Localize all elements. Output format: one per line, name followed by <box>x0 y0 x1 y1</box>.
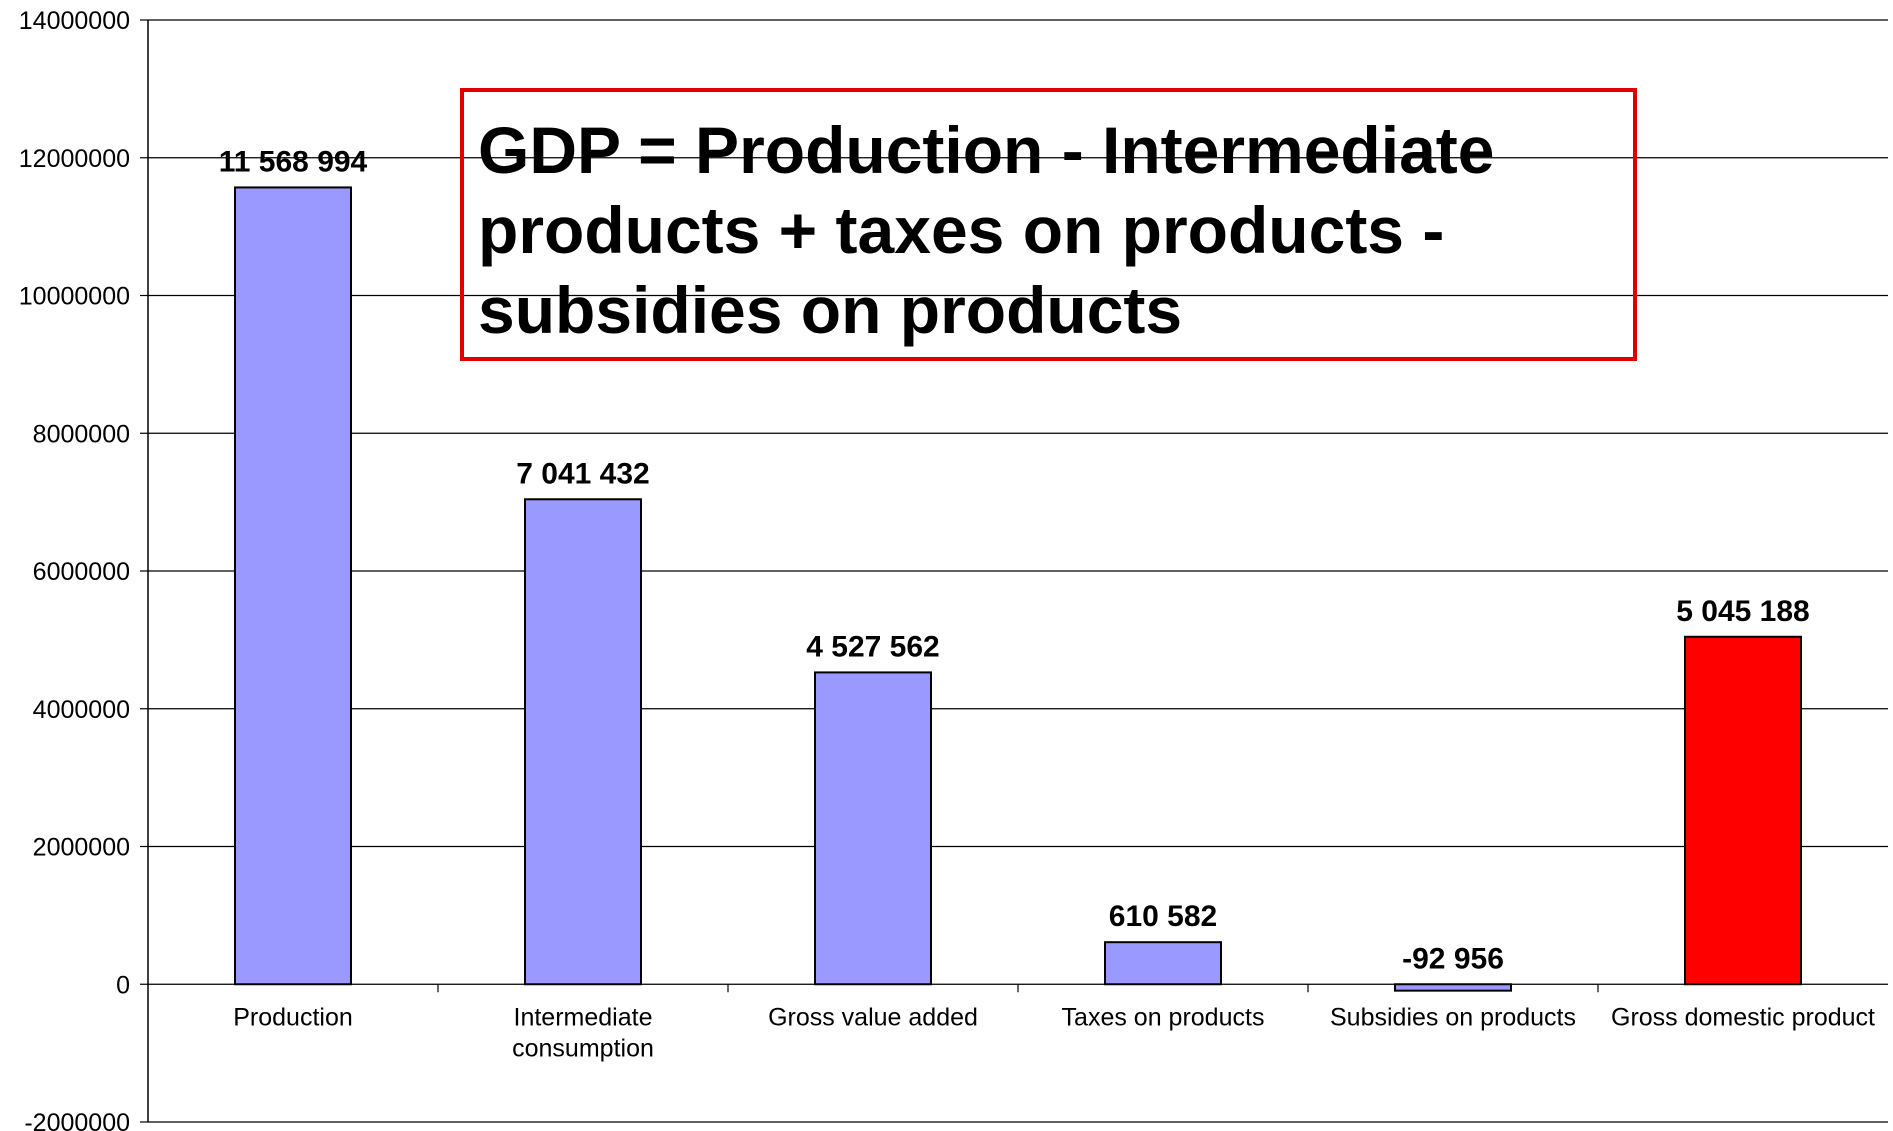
category-label-line: Production <box>233 1003 353 1031</box>
category-label: Subsidies on products <box>1330 1003 1576 1031</box>
data-label: -92 956 <box>1402 942 1504 975</box>
category-label-line: Intermediate <box>514 1003 653 1031</box>
category-label-line: Subsidies on products <box>1330 1003 1576 1031</box>
y-tick-label: 6000000 <box>33 558 130 586</box>
bar <box>814 671 932 986</box>
y-tick-label: 8000000 <box>33 420 130 448</box>
y-tick-label: 14000000 <box>19 7 130 35</box>
category-label: Production <box>233 1003 353 1031</box>
y-tick-label: 4000000 <box>33 696 130 724</box>
bar <box>524 498 642 986</box>
y-tick-label: 12000000 <box>19 145 130 173</box>
y-tick-label: -2000000 <box>24 1109 130 1131</box>
axes <box>140 19 1599 1123</box>
bar <box>1394 983 1512 992</box>
category-label: Gross domestic product <box>1611 1003 1875 1031</box>
category-label: Gross value added <box>768 1003 978 1031</box>
y-tick-label: 0 <box>116 971 130 999</box>
y-tick-label: 10000000 <box>19 283 130 311</box>
bar <box>1684 635 1802 986</box>
formula-text: GDP = Production - Intermediate products… <box>478 113 1495 347</box>
y-tick-label: 2000000 <box>33 834 130 862</box>
category-label: Taxes on products <box>1062 1003 1265 1031</box>
data-label: 5 045 188 <box>1676 595 1809 628</box>
labels: -2000000 0 2000000 4000000 6000000 8000000 100… <box>19 7 1875 1131</box>
data-label: 4 527 562 <box>806 630 939 663</box>
category-label-line: Gross value added <box>768 1003 978 1031</box>
bar <box>1104 941 1222 986</box>
bar <box>234 186 352 986</box>
data-label: 7 041 432 <box>516 457 649 490</box>
category-label-line: Gross domestic product <box>1611 1003 1875 1031</box>
category-label-line: consumption <box>512 1034 654 1062</box>
data-label: 11 568 994 <box>219 145 368 178</box>
category-label-line: Taxes on products <box>1062 1003 1265 1031</box>
bars <box>234 186 1802 992</box>
category-label: Intermediate consumption <box>512 1003 654 1062</box>
formula-annotation-box: GDP = Production - Intermediate products… <box>460 88 1637 361</box>
data-label: 610 582 <box>1109 900 1217 933</box>
